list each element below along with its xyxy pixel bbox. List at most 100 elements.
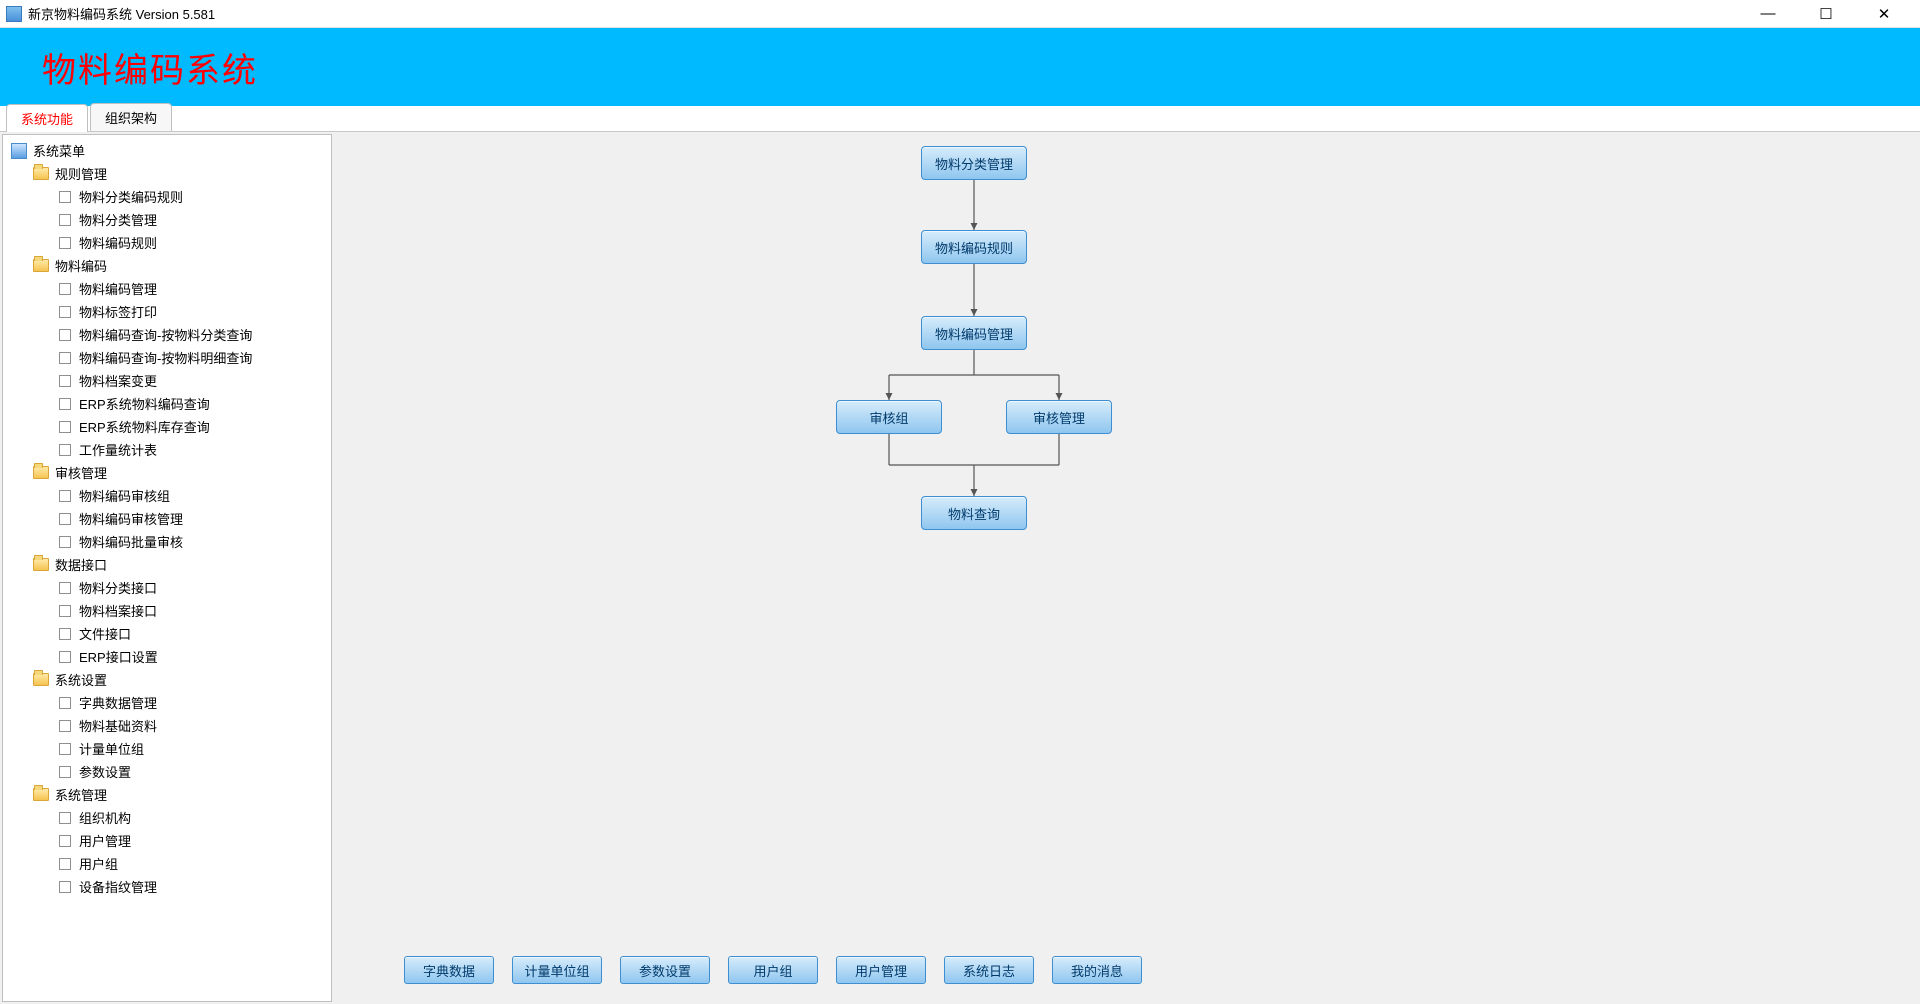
- flow-node[interactable]: 审核管理: [1006, 400, 1112, 434]
- sidebar[interactable]: 系统菜单 规则管理物料分类编码规则物料分类管理物料编码规则物料编码物料编码管理物…: [2, 134, 332, 1002]
- tree-leaf[interactable]: ERP接口设置: [11, 645, 327, 668]
- tree-leaf-label: ERP接口设置: [79, 647, 158, 666]
- document-icon: [59, 191, 71, 203]
- folder-icon: [33, 673, 49, 686]
- tree-leaf[interactable]: 物料编码规则: [11, 231, 327, 254]
- tree-leaf[interactable]: 设备指纹管理: [11, 875, 327, 898]
- content: 系统菜单 规则管理物料分类编码规则物料分类管理物料编码规则物料编码物料编码管理物…: [0, 132, 1920, 1004]
- flow-node[interactable]: 物料编码管理: [921, 316, 1027, 350]
- tree-leaf[interactable]: 组织机构: [11, 806, 327, 829]
- tree-leaf-label: ERP系统物料库存查询: [79, 417, 210, 436]
- app-window: 新京物料编码系统 Version 5.581 — ☐ ✕ 物料编码系统 系统功能…: [0, 0, 1920, 1004]
- tree-leaf-label: 物料编码规则: [79, 233, 157, 252]
- tree-folder[interactable]: 规则管理: [11, 162, 327, 185]
- folder-icon: [33, 788, 49, 801]
- tree-leaf[interactable]: 物料档案接口: [11, 599, 327, 622]
- flow-node[interactable]: 物料分类管理: [921, 146, 1027, 180]
- tree-leaf-label: 物料编码查询-按物料明细查询: [79, 348, 252, 367]
- document-icon: [59, 766, 71, 778]
- tree-leaf[interactable]: 工作量统计表: [11, 438, 327, 461]
- document-icon: [59, 352, 71, 364]
- tree-leaf[interactable]: 物料分类接口: [11, 576, 327, 599]
- tree-leaf[interactable]: 文件接口: [11, 622, 327, 645]
- folder-icon: [33, 259, 49, 272]
- document-icon: [59, 214, 71, 226]
- tree-leaf[interactable]: 用户组: [11, 852, 327, 875]
- document-icon: [59, 375, 71, 387]
- document-icon: [59, 283, 71, 295]
- tree-leaf-label: 物料分类接口: [79, 578, 157, 597]
- tree-leaf[interactable]: 物料编码批量审核: [11, 530, 327, 553]
- tab-system-functions[interactable]: 系统功能: [6, 104, 88, 132]
- tree-leaf[interactable]: 物料基础资料: [11, 714, 327, 737]
- tree-leaf[interactable]: 用户管理: [11, 829, 327, 852]
- tree-leaf[interactable]: 计量单位组: [11, 737, 327, 760]
- document-icon: [59, 720, 71, 732]
- window-maximize-button[interactable]: ☐: [1806, 5, 1846, 23]
- document-icon: [59, 881, 71, 893]
- tree-folder-label: 审核管理: [55, 463, 107, 482]
- tree-leaf-label: 设备指纹管理: [79, 877, 157, 896]
- tree-leaf[interactable]: 物料编码管理: [11, 277, 327, 300]
- tree-leaf-label: 物料档案变更: [79, 371, 157, 390]
- tree-leaf-label: 用户组: [79, 854, 118, 873]
- document-icon: [59, 329, 71, 341]
- document-icon: [59, 444, 71, 456]
- toolbar-button[interactable]: 计量单位组: [512, 956, 602, 984]
- document-icon: [59, 513, 71, 525]
- tree-folder-label: 规则管理: [55, 164, 107, 183]
- flow-connectors: [404, 138, 1104, 658]
- tree-leaf-label: 字典数据管理: [79, 693, 157, 712]
- flow-node[interactable]: 审核组: [836, 400, 942, 434]
- tree-folder-label: 系统设置: [55, 670, 107, 689]
- toolbar-button[interactable]: 用户管理: [836, 956, 926, 984]
- tree-leaf[interactable]: ERP系统物料编码查询: [11, 392, 327, 415]
- tree-leaf[interactable]: 物料编码审核管理: [11, 507, 327, 530]
- canvas: 物料分类管理物料编码规则物料编码管理审核组 审核管理物料查询 字典数据计量单位组参…: [334, 132, 1920, 1004]
- document-icon: [59, 398, 71, 410]
- tree-leaf[interactable]: 字典数据管理: [11, 691, 327, 714]
- tree-leaf-label: 文件接口: [79, 624, 131, 643]
- tree-folder-label: 系统管理: [55, 785, 107, 804]
- toolbar-button[interactable]: 字典数据: [404, 956, 494, 984]
- flow-node[interactable]: 物料查询: [921, 496, 1027, 530]
- tree-leaf-label: 计量单位组: [79, 739, 144, 758]
- tree-folder[interactable]: 系统设置: [11, 668, 327, 691]
- tree-leaf[interactable]: 物料档案变更: [11, 369, 327, 392]
- toolbar-button[interactable]: 系统日志: [944, 956, 1034, 984]
- toolbar-button[interactable]: 用户组: [728, 956, 818, 984]
- tree-leaf[interactable]: 物料编码审核组: [11, 484, 327, 507]
- tree-folder[interactable]: 审核管理: [11, 461, 327, 484]
- toolbar-button[interactable]: 参数设置: [620, 956, 710, 984]
- window-title: 新京物料编码系统 Version 5.581: [28, 4, 215, 23]
- toolbar-button[interactable]: 我的消息: [1052, 956, 1142, 984]
- tree-leaf-label: 工作量统计表: [79, 440, 157, 459]
- tree-leaf[interactable]: 物料分类编码规则: [11, 185, 327, 208]
- window-minimize-button[interactable]: —: [1748, 5, 1788, 23]
- tabs-row: 系统功能 组织架构: [0, 106, 1920, 132]
- tree-leaf[interactable]: ERP系统物料库存查询: [11, 415, 327, 438]
- tree-leaf[interactable]: 物料编码查询-按物料分类查询: [11, 323, 327, 346]
- tree-folder[interactable]: 系统管理: [11, 783, 327, 806]
- tab-org-structure[interactable]: 组织架构: [90, 103, 172, 131]
- folder-icon: [33, 558, 49, 571]
- document-icon: [59, 651, 71, 663]
- tree-folder[interactable]: 数据接口: [11, 553, 327, 576]
- tree-leaf[interactable]: 物料标签打印: [11, 300, 327, 323]
- tree-leaf-label: 组织机构: [79, 808, 131, 827]
- document-icon: [59, 490, 71, 502]
- document-icon: [59, 306, 71, 318]
- flow-node[interactable]: 物料编码规则: [921, 230, 1027, 264]
- tree-leaf[interactable]: 参数设置: [11, 760, 327, 783]
- banner: 物料编码系统: [0, 28, 1920, 106]
- tree-root[interactable]: 系统菜单: [11, 139, 327, 162]
- tree-leaf[interactable]: 物料分类管理: [11, 208, 327, 231]
- tree-leaf[interactable]: 物料编码查询-按物料明细查询: [11, 346, 327, 369]
- window-close-button[interactable]: ✕: [1864, 5, 1904, 23]
- tree-leaf-label: 参数设置: [79, 762, 131, 781]
- tree-folder-label: 物料编码: [55, 256, 107, 275]
- tree-leaf-label: 物料分类管理: [79, 210, 157, 229]
- tree-folder[interactable]: 物料编码: [11, 254, 327, 277]
- tree: 系统菜单 规则管理物料分类编码规则物料分类管理物料编码规则物料编码物料编码管理物…: [3, 135, 331, 902]
- document-icon: [59, 835, 71, 847]
